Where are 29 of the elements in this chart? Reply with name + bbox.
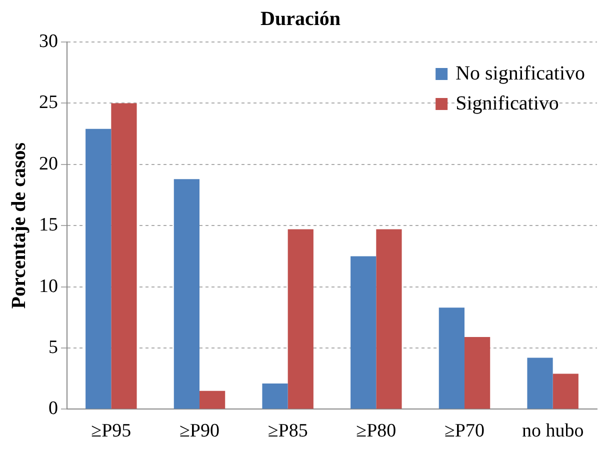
bar: [288, 229, 314, 409]
bar: [262, 383, 288, 409]
y-tick-label: 10: [39, 276, 58, 297]
y-tick-label: 20: [39, 153, 58, 174]
y-tick-label: 0: [48, 398, 58, 420]
y-axis-title: Porcentaje de casos: [8, 142, 30, 309]
x-tick-label: ≥P95: [91, 420, 132, 442]
x-tick-label: ≥P80: [356, 420, 396, 442]
bar: [376, 229, 402, 409]
bar: [174, 179, 200, 409]
x-tick-label: ≥P70: [444, 420, 484, 442]
bar: [86, 128, 112, 409]
bar: [200, 390, 226, 409]
x-tick-label: no hubo: [522, 420, 584, 442]
x-tick-label: ≥P85: [268, 420, 308, 442]
legend-label: No significativo: [456, 62, 586, 84]
x-tick-label: ≥P90: [180, 420, 220, 442]
chart-title: Duración: [260, 8, 340, 30]
legend-label: Significativo: [456, 92, 559, 114]
bar: [350, 256, 376, 409]
y-tick-label: 5: [48, 336, 58, 358]
y-tick-label: 30: [39, 30, 58, 52]
bar: [552, 374, 578, 409]
y-tick-label: 15: [39, 214, 58, 236]
y-tick-label: 25: [39, 92, 58, 114]
bar: [438, 308, 464, 409]
bar: [464, 336, 490, 409]
bar: [111, 103, 137, 409]
bar: [527, 358, 553, 409]
